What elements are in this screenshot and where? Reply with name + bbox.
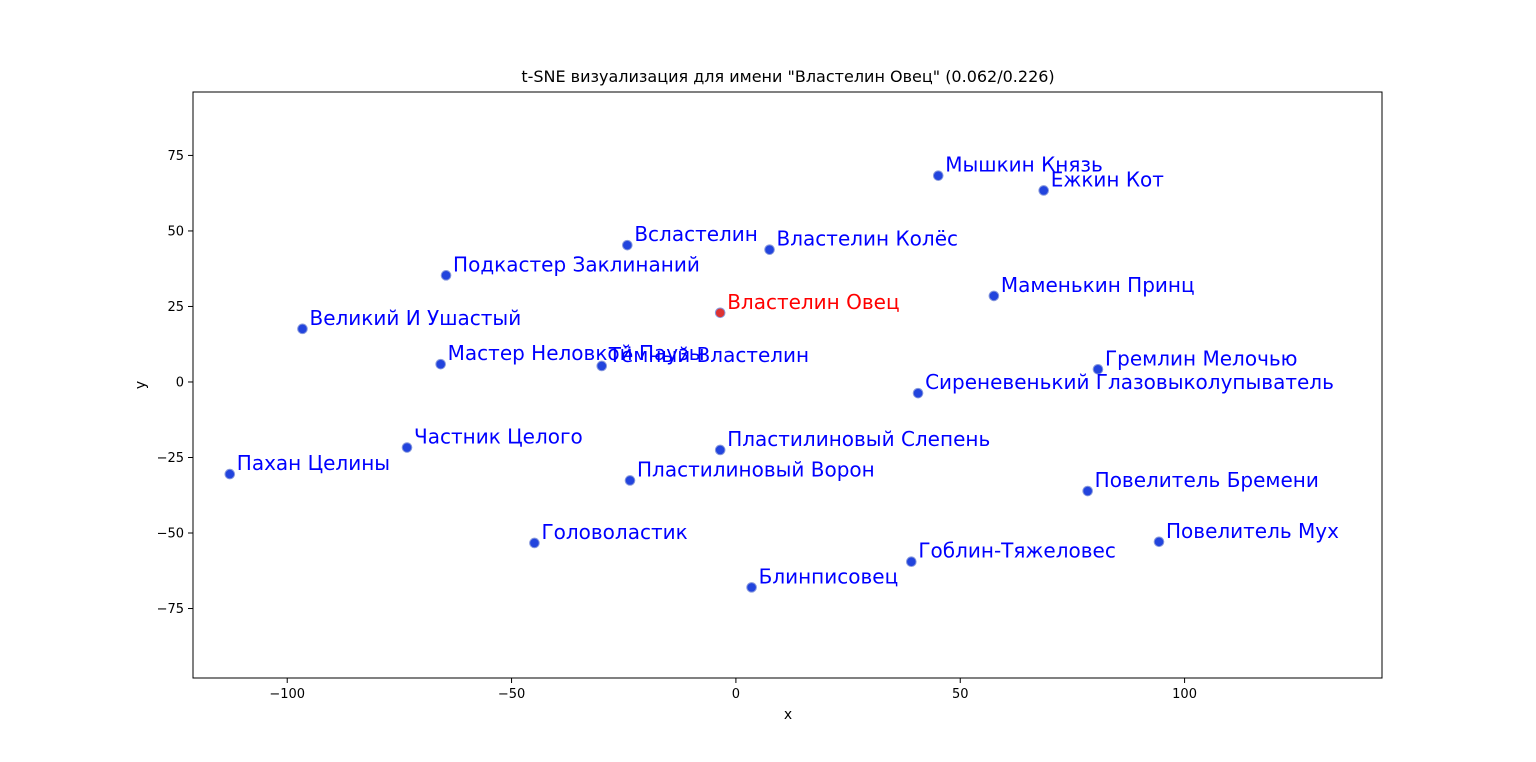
x-tick-label: 100 (1172, 687, 1197, 702)
y-tick-label: −75 (157, 602, 184, 617)
point-label: Пахан Целины (237, 451, 390, 475)
point-label: Ежкин Кот (1051, 167, 1165, 191)
point-label: Тёмный Властелин (608, 343, 809, 367)
point-label: Властелин Колёс (777, 227, 958, 251)
point-label: Мастер Неловкой Паузы (448, 341, 705, 365)
plot-frame (192, 91, 1383, 679)
point-label: Мышкин Князь (945, 153, 1103, 177)
axes: −100 −50 0 50 100 75 50 25 0 −25 −50 −75 (157, 149, 1197, 702)
point-label: Сиреневенький Глазовыколупыватель (925, 370, 1334, 394)
x-axis-label: x (784, 707, 792, 723)
data-point (297, 323, 308, 335)
y-tick-label: 75 (167, 149, 184, 164)
data-point (622, 239, 633, 251)
point-label: Подкастер Заклинаний (453, 252, 700, 276)
x-tick-label: −100 (269, 687, 305, 702)
point-label: Головоластик (541, 520, 687, 544)
y-tick-label: 25 (167, 300, 184, 315)
data-point (624, 475, 636, 486)
data-point (529, 537, 540, 549)
data-point (1153, 536, 1165, 548)
point-label: Гремлин Мелочью (1105, 346, 1298, 370)
data-point (1038, 185, 1049, 196)
y-tick-label: −50 (157, 527, 184, 542)
point-label: Великий И Ушастый (309, 306, 521, 330)
point-label: Частник Целого (414, 425, 583, 449)
y-tick-label: 50 (167, 224, 184, 239)
point-label: Повелитель Бремени (1095, 468, 1319, 492)
data-point (714, 444, 726, 456)
data-point (1092, 363, 1104, 375)
data-point (988, 290, 1000, 302)
point-label: Гоблин-Тяжеловес (918, 539, 1116, 563)
data-point (764, 244, 775, 255)
data-point (440, 270, 452, 281)
x-tick-label: −50 (498, 687, 525, 702)
data-point (401, 442, 413, 453)
y-tick-label: 0 (176, 375, 184, 390)
highlighted-data-point (714, 307, 726, 319)
data-point (912, 387, 924, 399)
data-point (906, 556, 917, 568)
data-point (932, 170, 944, 181)
data-point (224, 468, 236, 480)
points-layer (224, 170, 1165, 593)
data-point (746, 582, 757, 593)
point-label: Всластелин (634, 222, 758, 246)
point-label: Блинписовец (759, 564, 899, 588)
x-tick-label: 0 (732, 687, 740, 702)
y-tick-label: −25 (157, 451, 184, 466)
highlighted-point-label: Властелин Овец (727, 290, 899, 314)
point-label: Пластилиновый Слепень (727, 427, 990, 451)
x-tick-label: 50 (952, 687, 969, 702)
point-label: Маменькин Принц (1001, 273, 1195, 297)
point-label: Повелитель Мух (1166, 519, 1339, 543)
data-point (596, 360, 608, 372)
data-point (435, 358, 446, 370)
data-point (1082, 485, 1093, 497)
y-axis-label: y (133, 381, 149, 389)
chart-title: t-SNE визуализация для имени "Властелин … (521, 67, 1054, 86)
point-label: Пластилиновый Ворон (637, 457, 875, 481)
